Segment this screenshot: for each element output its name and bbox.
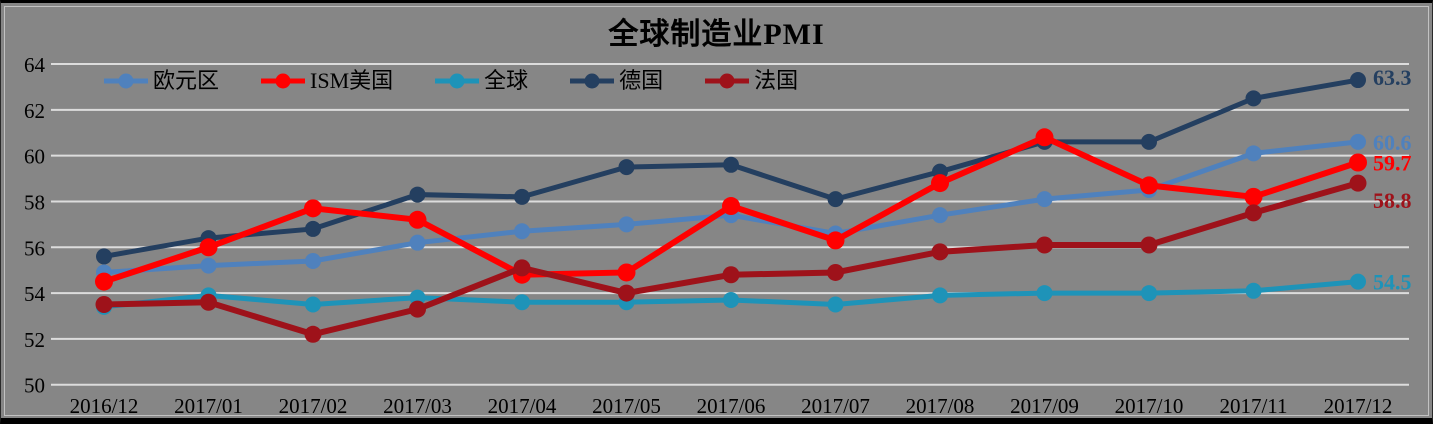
series-point-france [931,243,949,261]
series-point-france [1140,236,1158,254]
series-point-germany [1350,72,1366,89]
series-point-eurozone [1350,133,1366,150]
legend-marker-germany [570,73,615,89]
series-point-ism-us [1140,176,1158,195]
y-tick-label: 64 [24,53,46,77]
series-point-france [1245,204,1262,222]
series-point-ism-us [931,174,949,193]
x-tick-label: 2017/06 [697,394,766,418]
x-tick-label: 2017/03 [383,394,452,418]
y-tick-label: 54 [24,282,46,306]
series-point-ism-us [722,197,740,216]
end-label-ism-us: 59.7 [1373,151,1412,176]
series-point-germany [618,159,635,176]
series-point-france [618,284,635,302]
series-point-ism-us [1035,128,1054,147]
series-point-ism-us [826,231,845,250]
series-point-eurozone [305,253,321,270]
x-tick-label: 2017/12 [1324,394,1393,418]
legend-marker-france [705,73,750,89]
x-tick-label: 2017/05 [592,394,661,418]
series-point-global [827,296,844,313]
series-point-ism-us [199,238,218,257]
legend: 欧元区 ISM美国 全球 德国 法国 [104,67,798,95]
series-point-global [1350,273,1366,290]
series-point-germany [96,248,112,265]
series-point-france [1036,236,1053,254]
series-point-global [1245,282,1262,299]
series-point-eurozone [200,257,217,274]
series-point-eurozone [409,234,426,251]
x-tick-label: 2017/09 [1010,394,1079,418]
legend-label: 法国 [754,68,799,93]
legend-item-france[interactable]: 法国 [705,70,798,92]
series-point-france [513,259,531,277]
series-point-france [722,266,740,284]
legend-marker-eurozone [104,73,148,89]
legend-item-eurozone[interactable]: 欧元区 [104,70,219,92]
x-tick-label: 2017/02 [279,394,348,418]
legend-item-ism-us[interactable]: ISM美国 [261,70,393,92]
series-point-global [305,296,321,313]
series-point-global [1141,285,1157,302]
legend-item-global[interactable]: 全球 [435,70,528,92]
series-point-eurozone [1245,145,1262,162]
series-point-global [932,287,948,304]
series-point-global [514,294,530,311]
series-point-germany [1141,133,1157,150]
series-point-eurozone [1036,191,1053,208]
x-tick-label: 2017/08 [906,394,975,418]
end-label-eurozone: 60.6 [1373,130,1412,155]
x-tick-label: 2017/01 [174,394,243,418]
chart-title: 全球制造业PMI [608,18,825,51]
legend-marker-ism-us [261,73,306,89]
series-point-global [1036,285,1053,302]
x-tick-label: 2017/04 [488,394,557,418]
y-tick-label: 60 [24,145,45,169]
series-point-ism-us [304,199,322,218]
series-point-ism-us [1349,153,1367,172]
legend-label: 德国 [619,68,664,93]
y-tick-label: 50 [24,374,45,398]
series-point-eurozone [618,216,635,233]
series-point-france [200,293,217,311]
x-tick-label: 2017/11 [1219,394,1287,418]
end-label-germany: 63.3 [1373,65,1412,90]
series-point-germany [305,220,321,237]
series-point-france [827,263,844,281]
series-point-germany [514,188,530,205]
y-tick-label: 58 [24,190,45,214]
legend-marker-global [435,73,480,89]
series-point-ism-us [408,210,427,229]
series-point-france [304,325,322,343]
legend-label: 欧元区 [153,68,220,93]
series-point-germany [1245,90,1262,107]
x-tick-label: 2017/10 [1115,394,1184,418]
y-tick-label: 62 [24,99,45,123]
y-tick-label: 52 [24,328,45,352]
series-point-germany [409,186,426,203]
x-tick-label: 2016/12 [70,394,139,418]
legend-label: 全球 [484,68,529,93]
end-label-france: 58.8 [1373,188,1412,213]
series-point-germany [723,156,739,173]
series-point-germany [827,191,844,208]
legend-label: ISM美国 [310,68,394,93]
series-point-france [1349,174,1367,192]
series-point-france [95,296,113,314]
end-label-global: 54.5 [1373,270,1412,295]
series-point-global [723,291,739,308]
series-point-ism-us [617,263,636,282]
legend-item-germany[interactable]: 德国 [570,70,663,92]
x-tick-label: 2017/07 [801,394,870,418]
series-point-ism-us [95,272,113,291]
y-tick-label: 56 [24,236,45,260]
series-point-ism-us [1244,187,1263,206]
series-point-eurozone [932,207,948,224]
series-point-eurozone [514,223,530,240]
series-point-france [409,300,426,318]
plot-area[interactable]: 50 52 54 56 58 60 62 64 2016/12 2017/01 2017/02 201… [1,3,1433,424]
